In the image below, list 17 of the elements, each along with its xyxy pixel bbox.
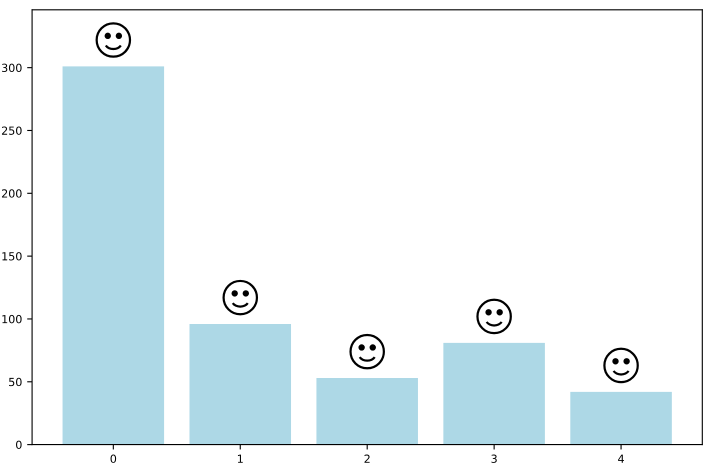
y-tick-label: 250 bbox=[2, 126, 22, 135]
y-tick-label: 50 bbox=[9, 378, 22, 386]
bar bbox=[189, 324, 292, 445]
x-tick-label: 3 bbox=[491, 454, 497, 463]
y-tick-label: 200 bbox=[2, 189, 22, 198]
bar bbox=[570, 392, 672, 445]
y-tick-label: 0 bbox=[16, 440, 22, 449]
bar bbox=[316, 378, 418, 445]
bar bbox=[62, 66, 164, 445]
x-tick-label: 4 bbox=[618, 454, 624, 463]
y-tick-label: 300 bbox=[2, 64, 22, 72]
bar bbox=[443, 342, 545, 445]
x-tick-label: 2 bbox=[364, 454, 370, 463]
x-tick-label: 1 bbox=[238, 454, 243, 463]
y-tick-label: 150 bbox=[2, 252, 22, 261]
y-tick-label: 100 bbox=[2, 314, 22, 324]
x-tick-label: 0 bbox=[110, 454, 116, 463]
